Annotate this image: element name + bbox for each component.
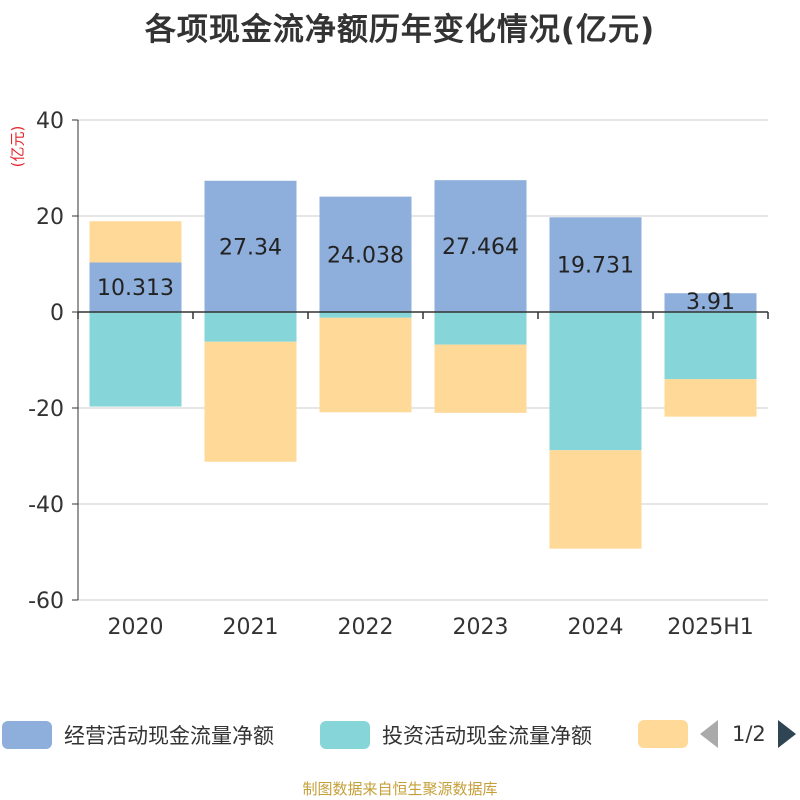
legend-item-investing[interactable]: 投资活动现金流量净额 <box>320 720 592 750</box>
y-tick-label: -40 <box>28 493 64 518</box>
bar-third-2023 <box>434 344 527 413</box>
bar-operating-2024 <box>549 217 642 312</box>
legend-swatch-investing <box>320 721 370 749</box>
x-tick-label-2021: 2021 <box>223 615 279 640</box>
legend-prev-page-icon[interactable] <box>700 720 718 748</box>
legend-label-investing: 投资活动现金流量净额 <box>382 724 592 748</box>
bar-third-2020 <box>89 221 182 263</box>
legend-page-indicator: 1/2 <box>732 722 766 746</box>
legend-swatch-operating <box>2 721 52 749</box>
legend-label-operating: 经营活动现金流量净额 <box>64 724 274 748</box>
bar-third-2021 <box>204 341 297 462</box>
legend-item-third[interactable] <box>638 720 700 748</box>
y-tick-label: 0 <box>50 301 64 326</box>
stacked-bar-chart: -60 -40 -20 0 20 40 10.313 27.34 24.038 27.464 19.… <box>28 109 769 640</box>
y-tick-label: 40 <box>36 109 64 134</box>
chart-title: 各项现金流净额历年变化情况(亿元) <box>144 12 656 48</box>
data-label-2025H1: 3.91 <box>686 290 735 315</box>
data-source-note: 制图数据来自恒生聚源数据库 <box>302 780 498 798</box>
legend-swatch-third <box>638 720 688 748</box>
data-label-2020: 10.313 <box>97 276 174 301</box>
x-tick-label-2022: 2022 <box>338 615 394 640</box>
bar-investing-2024 <box>549 312 642 451</box>
x-tick-label-2023: 2023 <box>453 615 509 640</box>
bar-investing-2023 <box>434 312 527 345</box>
y-tick-label: -20 <box>28 397 64 422</box>
data-label-2022: 24.038 <box>327 243 404 268</box>
chart-legend: 经营活动现金流量净额 投资活动现金流量净额 1/2 <box>0 716 800 756</box>
bar-third-2025H1 <box>664 379 757 417</box>
bar-operating-2022 <box>319 196 412 312</box>
y-tick-label: -60 <box>28 589 64 614</box>
data-label-2023: 27.464 <box>442 235 519 260</box>
legend-item-operating[interactable]: 经营活动现金流量净额 <box>2 720 274 750</box>
x-tick-label-2024: 2024 <box>568 615 624 640</box>
data-label-2024: 19.731 <box>557 254 634 279</box>
legend-next-page-icon[interactable] <box>777 720 796 748</box>
bar-investing-2021 <box>204 312 297 342</box>
bar-investing-2025H1 <box>664 312 757 380</box>
bar-investing-2020 <box>89 312 182 407</box>
legend-pager: 1/2 <box>700 720 796 748</box>
bar-third-2022 <box>319 317 412 413</box>
y-tick-label: 20 <box>36 205 64 230</box>
bar-operating-2021 <box>204 180 297 312</box>
bar-operating-2025H1 <box>664 293 757 312</box>
bar-investing-2022 <box>319 312 412 318</box>
x-tick-label-2025H1: 2025H1 <box>667 615 754 640</box>
data-label-2021: 27.34 <box>219 235 282 260</box>
x-tick-label-2020: 2020 <box>108 615 164 640</box>
bar-operating-2020 <box>89 262 182 312</box>
bar-operating-2023 <box>434 180 527 312</box>
bar-third-2024 <box>549 450 642 549</box>
